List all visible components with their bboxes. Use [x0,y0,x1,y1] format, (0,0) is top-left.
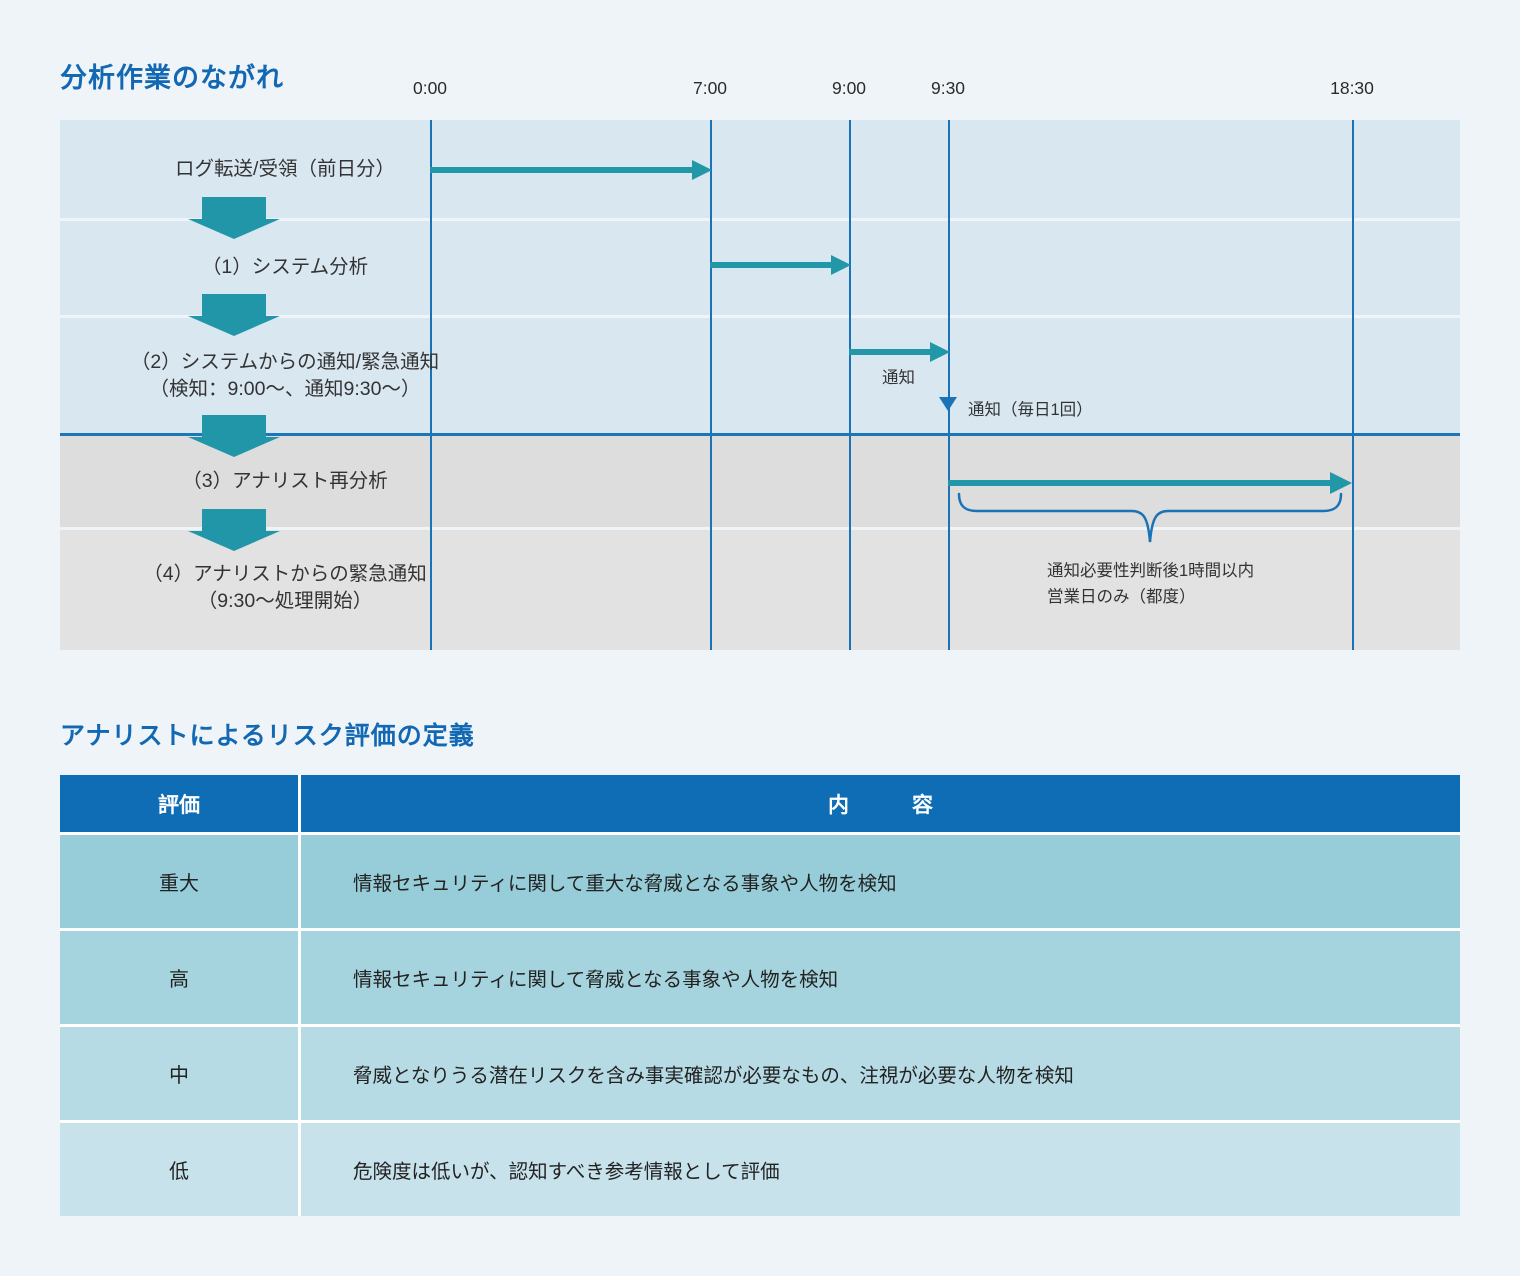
brace-icon [957,492,1343,543]
timeline-chart: ログ転送/受領（前日分） （1）システム分析 （2）システムからの通知/緊急通知… [60,120,1460,650]
down-arrow-icon-2 [188,294,280,336]
step-label-system-notification-line2: （検知：9:00～、通知9:30～） [149,378,421,400]
rating-cell: 中 [169,1065,189,1087]
description-cell: 情報セキュリティに関して重大な脅威となる事象や人物を検知 [353,873,897,895]
table-row-low: 低 危険度は低いが、認知すべき参考情報として評価 [60,1123,1460,1216]
risk-table: 評価 内 容 重大 情報セキュリティに関して重大な脅威となる事象や人物を検知 高… [60,775,1460,1216]
gridline-0930 [948,120,950,650]
column-divider [298,1123,301,1216]
header-rating: 評価 [158,793,200,817]
step-label-system-notification: （2）システムからの通知/緊急通知 （検知：9:00～、通知9:30～） [90,349,480,403]
header-description: 内 容 [828,793,933,817]
time-label-0900: 9:00 [831,78,867,98]
notify-daily-note: 通知（毎日1回） [968,401,1093,419]
description-cell: 危険度は低いが、認知すべき参考情報として評価 [353,1161,780,1183]
step-label-system-analysis: （1）システム分析 [201,256,369,278]
timeline-arrow-system-analysis [710,255,851,275]
table-row-medium: 中 脅威となりうる潜在リスクを含み事実確認が必要なもの、注視が必要な人物を検知 [60,1027,1460,1120]
time-label-0700: 7:00 [692,78,728,98]
row-divider [60,928,1460,931]
column-divider [298,931,301,1024]
step-label-analyst-notification-line1: （4）アナリストからの緊急通知 [143,563,427,585]
row-band-analyst-notification [60,530,1460,650]
gridline-0700 [710,120,712,650]
brace-annotation-line2: 営業日のみ（都度） [1047,588,1196,606]
brace-annotation: 通知必要性判断後1時間以内 営業日のみ（都度） [1047,558,1254,610]
column-divider [298,1027,301,1120]
timeline-arrow-analyst-reanalysis [948,472,1352,494]
timeline-arrow-log-transfer [430,160,712,180]
gridline-0000 [430,120,432,650]
row-band-system-analysis [60,221,1460,315]
row-divider [60,1120,1460,1123]
down-arrow-icon-1 [188,197,280,239]
analyst-section-divider [60,433,1460,436]
timeline-arrow-system-detection [849,342,950,362]
flow-section-title: 分析作業のながれ [60,63,284,93]
column-divider [298,835,301,928]
rating-cell: 高 [169,969,189,991]
notify-note: 通知 [882,369,915,387]
brace-annotation-line1: 通知必要性判断後1時間以内 [1047,562,1255,580]
table-row-critical: 重大 情報セキュリティに関して重大な脅威となる事象や人物を検知 [60,835,1460,928]
description-cell: 情報セキュリティに関して脅威となる事象や人物を検知 [353,969,839,991]
down-arrow-icon-3 [188,415,280,457]
gridline-1830 [1352,120,1354,650]
table-header-row: 評価 内 容 [60,775,1460,832]
risk-section-title: アナリストによるリスク評価の定義 [60,722,475,750]
time-label-0000: 0:00 [412,78,448,98]
notification-marker-icon [939,397,957,411]
row-divider [60,1024,1460,1027]
step-label-analyst-notification: （4）アナリストからの緊急通知 （9:30～処理開始） [90,561,480,615]
step-label-analyst-notification-line2: （9:30～処理開始） [197,590,373,612]
time-label-1830: 18:30 [1330,78,1374,98]
column-divider [298,775,301,832]
description-cell: 脅威となりうる潜在リスクを含み事実確認が必要なもの、注視が必要な人物を検知 [353,1065,1074,1087]
row-divider [60,832,1460,835]
gridline-0900 [849,120,851,650]
row-band-log-transfer [60,120,1460,218]
step-label-analyst-reanalysis: （3）アナリスト再分析 [182,470,388,492]
rating-cell: 低 [169,1161,189,1183]
rating-cell: 重大 [159,873,199,895]
table-row-high: 高 情報セキュリティに関して脅威となる事象や人物を検知 [60,931,1460,1024]
row-band-system-notification [60,318,1460,433]
step-label-log-transfer: ログ転送/受領（前日分） [175,158,395,180]
time-label-0930: 9:30 [930,78,966,98]
step-label-system-notification-line1: （2）システムからの通知/緊急通知 [130,351,440,373]
down-arrow-icon-4 [188,509,280,551]
